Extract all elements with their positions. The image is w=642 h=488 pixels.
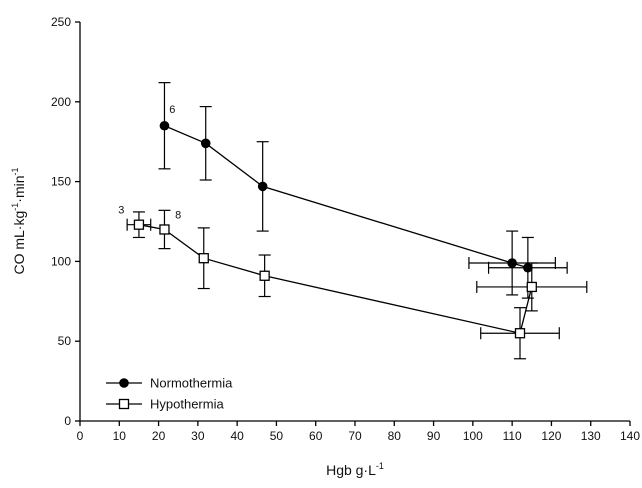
x-tick-label: 0 (77, 429, 84, 443)
y-tick-label: 150 (51, 175, 71, 189)
x-tick-label: 90 (427, 429, 441, 443)
x-tick-label: 60 (309, 429, 323, 443)
series-line-normothermia (164, 125, 529, 269)
y-tick-label: 250 (51, 15, 71, 29)
point-annotation: 6 (169, 104, 175, 116)
data-point-hypothermia (159, 224, 170, 235)
data-point-hypothermia (526, 281, 537, 293)
data-point-normothermia (200, 138, 211, 149)
y-axis-title-exponent: -1 (10, 203, 20, 211)
x-axis-title-exponent: -1 (376, 461, 384, 471)
x-tick-label: 120 (541, 429, 561, 443)
y-tick-label: 0 (64, 414, 71, 428)
x-tick-label: 80 (388, 429, 402, 443)
x-tick-label: 30 (191, 429, 205, 443)
y-axis-title: CO mL·kg-1·min-1 (10, 167, 27, 274)
data-point-normothermia (159, 120, 170, 131)
data-point-hypothermia (259, 270, 270, 281)
data-point-normothermia (257, 181, 268, 192)
y-tick-label: 100 (51, 254, 71, 268)
x-axis-title-text: Hgb g·L (326, 462, 376, 478)
y-tick-label: 200 (51, 95, 71, 109)
legend-marker-normothermia (119, 378, 129, 388)
x-tick-label: 130 (581, 429, 601, 443)
y-axis-title-middle: ·min (11, 175, 27, 202)
y-axis-title-exponent: -1 (10, 167, 20, 175)
x-tick-label: 20 (152, 429, 166, 443)
data-point-hypothermia (133, 219, 145, 230)
data-point-normothermia (507, 258, 517, 268)
x-tick-label: 110 (503, 429, 522, 443)
x-tick-label: 140 (620, 429, 640, 443)
legend-label: Normothermia (150, 376, 233, 391)
y-axis-title-text: CO mL·kg (11, 211, 27, 275)
point-annotation: 8 (175, 209, 181, 221)
legend-label: Hypothermia (150, 397, 224, 412)
y-tick-label: 50 (58, 334, 72, 348)
x-tick-label: 10 (113, 429, 127, 443)
data-point-hypothermia (198, 253, 209, 264)
legend-marker-hypothermia (118, 398, 130, 410)
data-point-hypothermia (514, 328, 526, 339)
series-line-hypothermia (138, 224, 533, 334)
legend: Normothermia Hypothermia (106, 376, 233, 412)
x-tick-label: 40 (230, 429, 244, 443)
plot-marks: 6 3 8 (118, 82, 588, 360)
point-annotation: 3 (118, 205, 124, 217)
x-tick-label: 100 (463, 429, 483, 443)
data-point-normothermia (523, 262, 533, 273)
axes: 0 50 100 150 200 250 0 10 20 30 40 50 60 70 80 90 100 110… (10, 15, 640, 478)
x-tick-label: 50 (270, 429, 284, 443)
x-tick-label: 70 (348, 429, 362, 443)
x-axis-title: Hgb g·L-1 (326, 461, 384, 478)
